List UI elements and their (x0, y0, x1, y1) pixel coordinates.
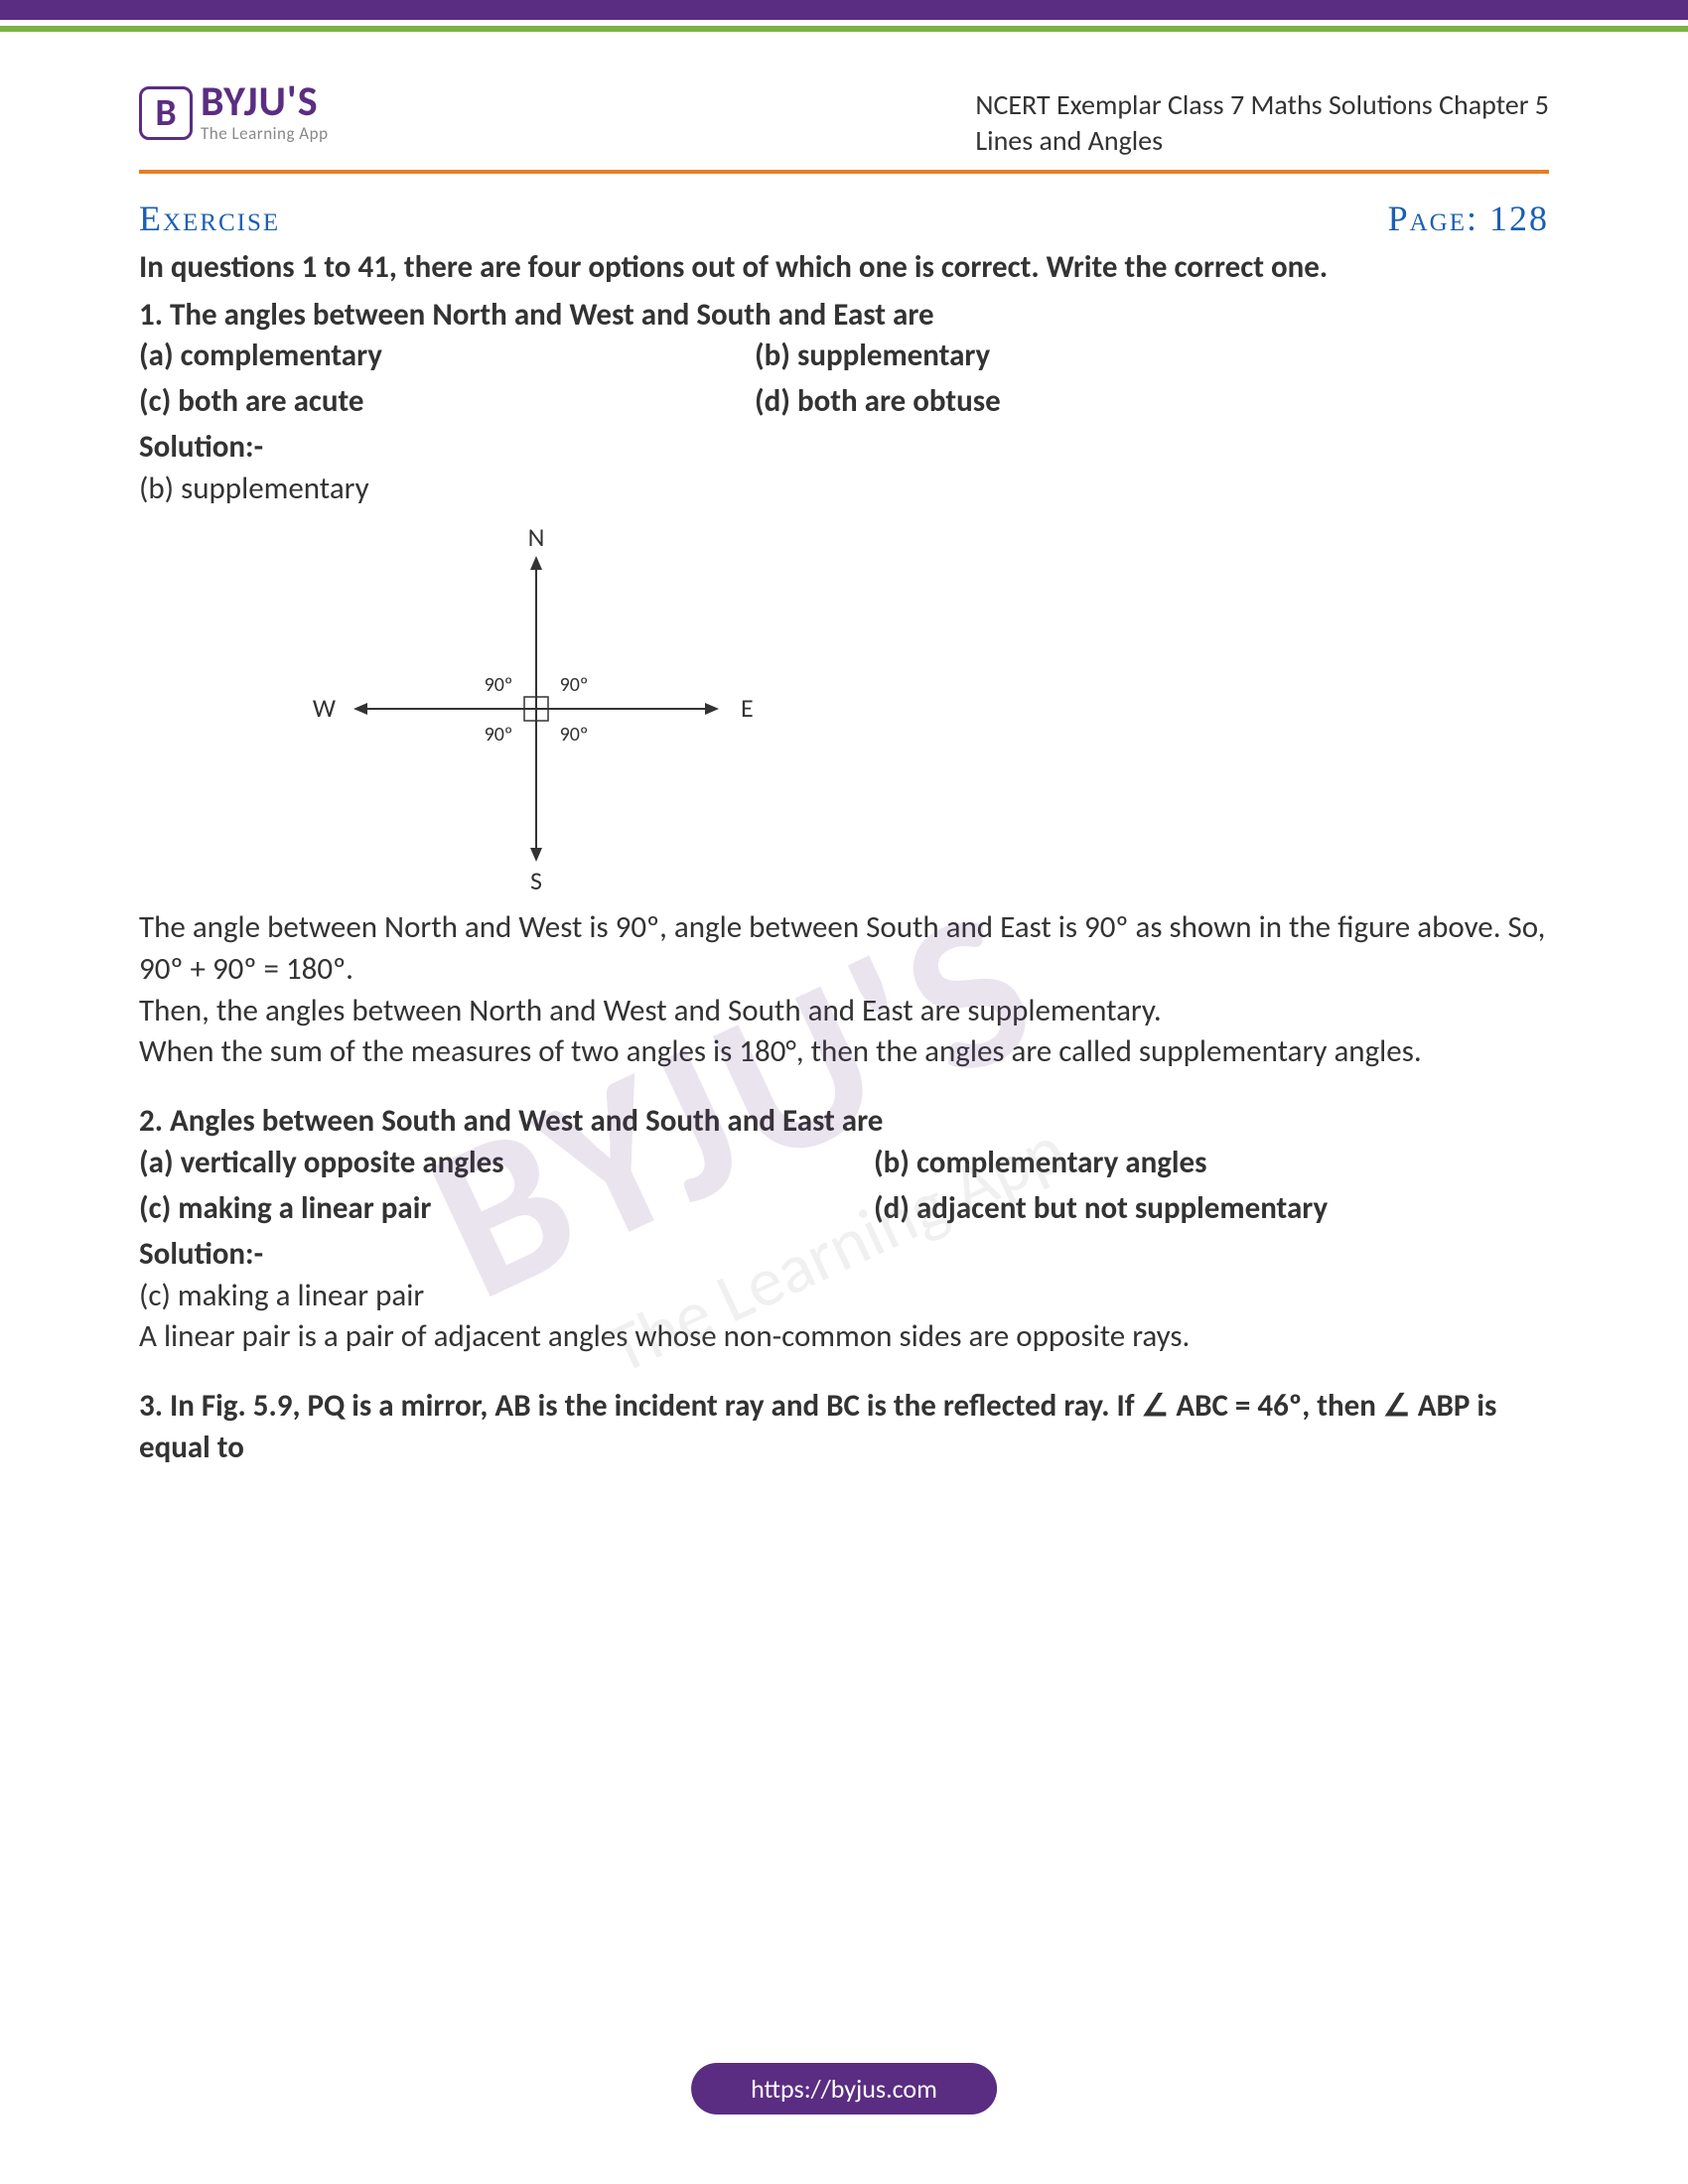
exercise-label: Exercise (139, 198, 280, 239)
label-s: S (530, 865, 542, 896)
q2-opt-d: (d) adjacent but not supplementary (874, 1188, 1328, 1230)
logo-area: B BYJU'S The Learning App (139, 81, 329, 144)
exercise-row: Exercise Page: 128 (139, 198, 1549, 239)
q3-text: 3. In Fig. 5.9, PQ is a mirror, AB is th… (139, 1386, 1549, 1469)
q1-exp3: When the sum of the measures of two angl… (139, 1032, 1422, 1070)
q2-opts-row1: (a) vertically opposite angles (b) compl… (139, 1143, 1549, 1184)
logo-name: BYJU'S (201, 81, 329, 123)
q1-explanation: The angle between North and West is 90º,… (139, 907, 1549, 1073)
q1-solution-label: Solution:- (139, 427, 1549, 469)
arrow-e (705, 703, 719, 715)
compass-figure: N S E W 90º 90º 90º 90º (278, 520, 794, 897)
header-text: NCERT Exemplar Class 7 Maths Solutions C… (975, 87, 1549, 160)
page-content: B BYJU'S The Learning App NCERT Exemplar… (0, 32, 1688, 1469)
angle-ne: 90º (560, 673, 589, 697)
header-row: B BYJU'S The Learning App NCERT Exemplar… (139, 81, 1549, 160)
q1-opts-row2: (c) both are acute (d) both are obtuse (139, 381, 1549, 423)
header-line2: Lines and Angles (975, 123, 1549, 159)
q1-answer: (b) supplementary (139, 469, 1549, 510)
instruction: In questions 1 to 41, there are four opt… (139, 247, 1549, 289)
label-n: N (528, 521, 545, 553)
angle-sw: 90º (485, 723, 513, 747)
q1-exp1: The angle between North and West is 90º,… (139, 908, 1545, 988)
top-purple-bar (0, 0, 1688, 20)
q2-solution-label: Solution:- (139, 1234, 1549, 1276)
arrow-s (530, 848, 542, 862)
q1-opts-row1: (a) complementary (b) supplementary (139, 336, 1549, 377)
q2-opt-c: (c) making a linear pair (139, 1188, 874, 1230)
label-w: W (313, 692, 336, 724)
logo-icon: B (139, 86, 193, 140)
q2-text: 2. Angles between South and West and Sou… (139, 1101, 1549, 1143)
q2-explanation: A linear pair is a pair of adjacent angl… (139, 1316, 1549, 1358)
q2-opt-b: (b) complementary angles (874, 1143, 1207, 1184)
q2-opts-row2: (c) making a linear pair (d) adjacent bu… (139, 1188, 1549, 1230)
q1-opt-d: (d) both are obtuse (755, 381, 1001, 423)
logo-tagline: The Learning App (201, 123, 329, 144)
q1-text: 1. The angles between North and West and… (139, 295, 1549, 337)
header-line1: NCERT Exemplar Class 7 Maths Solutions C… (975, 87, 1549, 123)
angle-nw: 90º (485, 673, 513, 697)
q1-exp2: Then, the angles between North and West … (139, 992, 1162, 1029)
angle-se: 90º (560, 723, 589, 747)
arrow-w (353, 703, 367, 715)
q1-opt-b: (b) supplementary (755, 336, 990, 377)
q2-answer: (c) making a linear pair (139, 1276, 1549, 1317)
logo-text-area: BYJU'S The Learning App (201, 81, 329, 144)
q1-opt-a: (a) complementary (139, 336, 755, 377)
label-e: E (741, 692, 754, 724)
q2-opt-a: (a) vertically opposite angles (139, 1143, 874, 1184)
orange-line (139, 170, 1549, 174)
page-label: Page: 128 (1388, 198, 1549, 239)
arrow-n (530, 556, 542, 570)
q2-block: 2. Angles between South and West and Sou… (139, 1101, 1549, 1358)
logo-letter: B (155, 90, 176, 136)
footer-url: https://byjus.com (691, 2063, 997, 2115)
q1-opt-c: (c) both are acute (139, 381, 755, 423)
compass-svg: N S E W 90º 90º 90º 90º (278, 520, 794, 897)
q1-block: 1. The angles between North and West and… (139, 295, 1549, 1074)
